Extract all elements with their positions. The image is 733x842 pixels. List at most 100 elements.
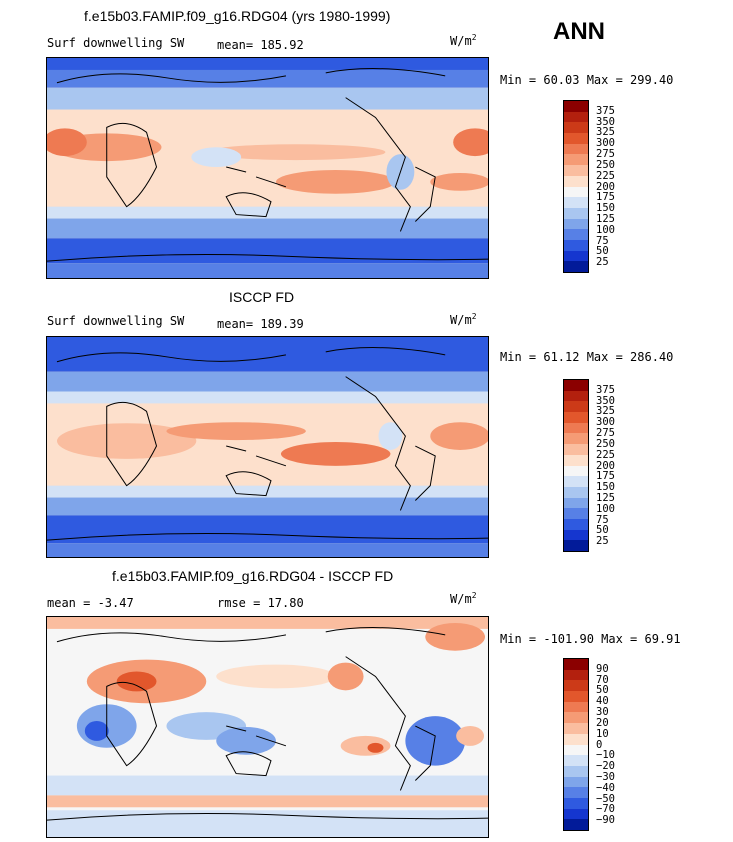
colorbar-tick-label: 30 [596,705,609,718]
panel-3-difference-map [46,616,489,838]
panel-1-colorbar [563,100,589,273]
colorbar-swatch [564,239,588,251]
panel-1-variable-label: Surf downwelling SW [47,36,185,50]
colorbar-tick-label: 70 [596,673,609,686]
colorbar-tick-label: −30 [596,770,615,783]
season-label: ANN [553,18,605,45]
colorbar-tick-label: 275 [596,426,615,439]
colorbar-swatch [564,218,588,230]
colorbar-tick-label: 375 [596,383,615,396]
panel-2-colorbar [563,379,589,552]
colorbar-tick-label: 250 [596,158,615,171]
colorbar-swatch [564,207,588,219]
colorbar-swatch [564,755,588,766]
colorbar-tick-label: 50 [596,245,609,258]
colorbar-tick-label: 300 [596,137,615,149]
colorbar-swatch [564,250,588,262]
colorbar-swatch [564,229,588,240]
colorbar-tick-label: 225 [596,448,615,461]
colorbar-swatch [564,412,588,423]
colorbar-swatch [564,422,588,434]
panel-1-units: W/m2 [450,33,477,48]
colorbar-tick-label: −70 [596,803,615,816]
colorbar-tick-label: 50 [596,524,609,537]
colorbar-swatch [564,476,588,487]
colorbar-swatch [564,154,588,166]
colorbar-tick-label: 0 [596,738,603,751]
colorbar-swatch [564,776,588,788]
colorbar-swatch [564,508,588,519]
colorbar-tick-label: 200 [596,180,615,193]
colorbar-tick-label: −50 [596,792,615,805]
colorbar-tick-label: 250 [596,437,615,450]
colorbar-tick-label: −40 [596,781,615,794]
colorbar-tick-label: 175 [596,191,615,204]
colorbar-swatch [564,819,588,830]
colorbar-swatch [564,401,588,413]
colorbar-tick-label: 125 [596,491,615,504]
colorbar-tick-label: −90 [596,813,615,826]
colorbar-swatch [564,669,588,681]
colorbar-swatch [564,444,588,455]
panel-2-min-max: Min = 61.12 Max = 286.40 [500,350,674,364]
colorbar-tick-label: 275 [596,147,615,160]
colorbar-swatch [564,691,588,702]
colorbar-swatch [564,122,588,134]
panel-3-min-max: Min = -101.90 Max = 69.91 [500,632,681,646]
panel-3-colorbar [563,658,589,831]
colorbar-tick-label: 75 [596,513,609,526]
colorbar-swatch [564,101,588,112]
colorbar-swatch [564,787,588,798]
colorbar-swatch [564,186,588,198]
colorbar-tick-label: 10 [596,727,609,740]
colorbar-tick-label: 300 [596,416,615,428]
colorbar-tick-label: 150 [596,201,615,214]
colorbar-tick-label: −20 [596,759,615,772]
colorbar-swatch [564,111,588,123]
colorbar-swatch [564,165,588,176]
colorbar-tick-label: 225 [596,169,615,182]
colorbar-tick-label: 50 [596,684,609,697]
colorbar-tick-label: 90 [596,662,609,675]
colorbar-swatch [564,733,588,745]
colorbar-swatch [564,659,588,670]
panel-2-variable-label: Surf downwelling SW [47,314,185,328]
colorbar-swatch [564,765,588,777]
panel-2-title: ISCCP FD [229,289,295,305]
colorbar-swatch [564,518,588,530]
colorbar-tick-label: 150 [596,480,615,493]
colorbar-tick-label: 20 [596,716,609,729]
colorbar-swatch [564,723,588,734]
colorbar-tick-label: 375 [596,104,615,117]
panel-3-title: f.e15b03.FAMIP.f09_g16.RDG04 - ISCCP FD [112,568,394,584]
colorbar-tick-label: 325 [596,126,615,139]
panel-2-units: W/m2 [450,312,477,327]
panel-2-mean-label: mean= 189.39 [217,317,304,331]
colorbar-swatch [564,486,588,498]
colorbar-swatch [564,261,588,272]
colorbar-swatch [564,744,588,756]
colorbar-tick-label: 350 [596,115,615,128]
panel-1-min-max: Min = 60.03 Max = 299.40 [500,73,674,87]
colorbar-swatch [564,529,588,541]
colorbar-swatch [564,175,588,187]
colorbar-swatch [564,465,588,477]
colorbar-swatch [564,712,588,724]
colorbar-tick-label: 25 [596,255,609,268]
colorbar-swatch [564,701,588,713]
colorbar-tick-label: 25 [596,534,609,547]
panel-3-units: W/m2 [450,591,477,606]
colorbar-tick-label: 325 [596,405,615,418]
colorbar-swatch [564,380,588,391]
colorbar-swatch [564,197,588,208]
colorbar-swatch [564,143,588,155]
colorbar-swatch [564,390,588,402]
colorbar-swatch [564,133,588,144]
colorbar-swatch [564,540,588,551]
panel-3-rmse-label: rmse = 17.80 [217,596,304,610]
colorbar-tick-label: 40 [596,695,609,707]
colorbar-tick-label: 100 [596,502,615,515]
colorbar-swatch [564,497,588,509]
colorbar-swatch [564,797,588,809]
colorbar-tick-label: −10 [596,749,615,762]
